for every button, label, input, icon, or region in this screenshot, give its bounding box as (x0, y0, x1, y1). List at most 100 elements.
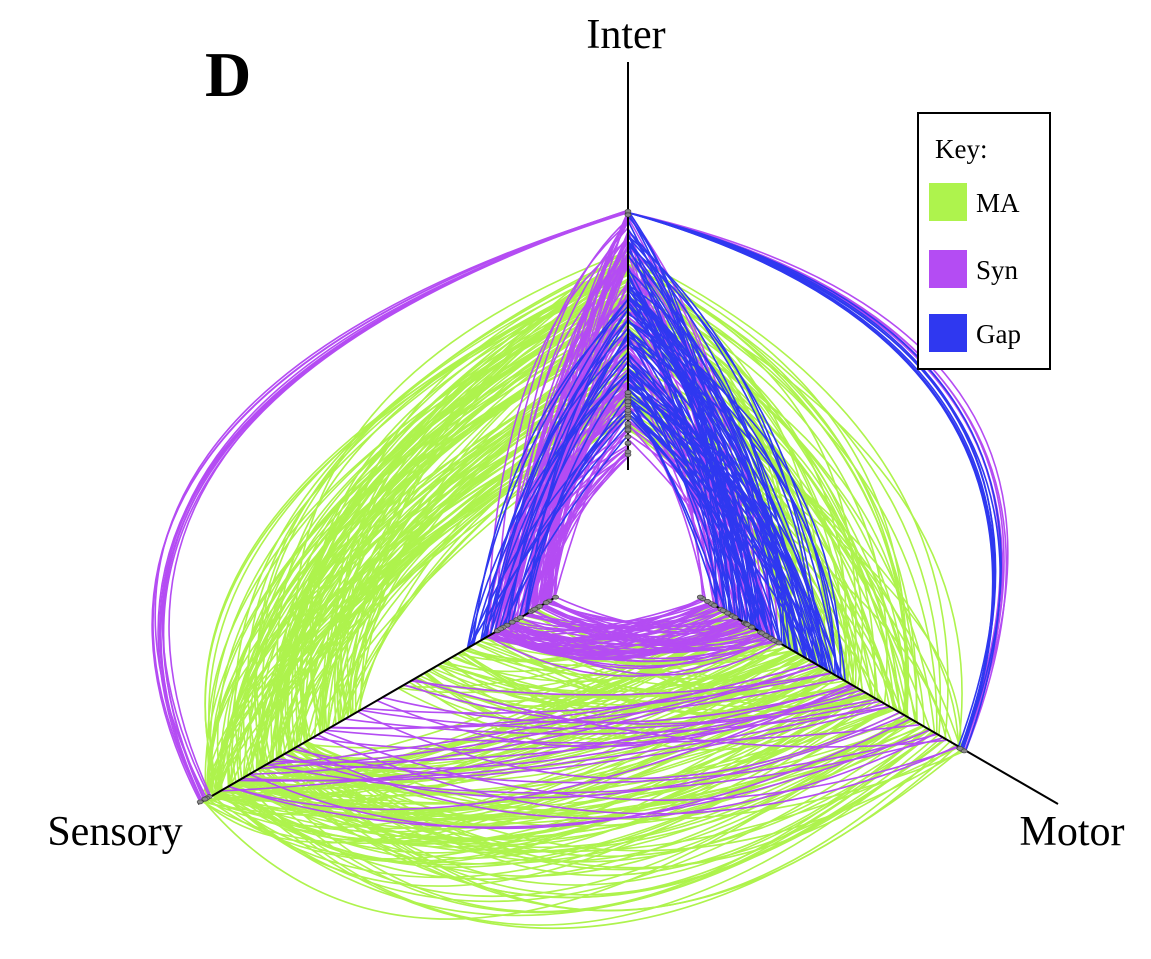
edge (316, 733, 957, 815)
node-marker (624, 449, 632, 455)
edge (359, 698, 877, 730)
edge (329, 678, 841, 730)
edge (403, 684, 866, 725)
edge (489, 334, 629, 636)
node-marker (531, 606, 539, 612)
node-marker (696, 594, 704, 600)
node-marker (508, 619, 516, 625)
edge (475, 642, 836, 695)
edge (627, 381, 844, 681)
edge (410, 672, 831, 696)
edge (279, 280, 629, 754)
edge (311, 689, 861, 751)
edge (627, 211, 1002, 750)
edge (518, 327, 629, 619)
legend-label-syn: Syn (976, 255, 1019, 285)
edge (232, 697, 874, 797)
edge (504, 625, 779, 676)
edge (509, 377, 629, 624)
edge (204, 297, 629, 799)
node-marker (724, 610, 731, 616)
edge (302, 688, 860, 846)
edge (627, 211, 1002, 752)
edge (504, 608, 721, 642)
edge (627, 415, 818, 666)
edge (287, 389, 629, 752)
edge (627, 327, 782, 645)
node-marker (624, 390, 632, 395)
edge (468, 412, 629, 648)
legend-label-gap: Gap (976, 319, 1021, 349)
edge (259, 691, 864, 841)
edge (627, 341, 836, 676)
edge (322, 730, 959, 802)
edge (266, 672, 831, 820)
node-marker (719, 608, 727, 613)
node-marker (703, 598, 711, 604)
node-marker (624, 407, 632, 413)
node-markers (196, 209, 968, 805)
edge (627, 305, 796, 653)
edge (243, 308, 629, 777)
edge (627, 244, 839, 678)
node-marker (762, 633, 770, 638)
node-marker (624, 420, 632, 426)
edge (627, 340, 753, 628)
node-marker (624, 440, 632, 446)
edge (500, 617, 737, 658)
edge (627, 335, 760, 632)
edge (627, 244, 763, 634)
edge (627, 211, 995, 751)
edge (237, 703, 885, 782)
edge (474, 642, 869, 717)
edge (215, 388, 629, 793)
edge (627, 235, 824, 669)
node-marker (196, 799, 204, 805)
axis-label-sensory: Sensory (47, 809, 182, 855)
edge (240, 712, 900, 817)
edge (218, 725, 922, 903)
edge (280, 745, 958, 912)
edge (627, 229, 840, 679)
edge (468, 423, 629, 648)
node-marker (497, 626, 505, 632)
edge (627, 321, 753, 627)
edge (627, 287, 811, 662)
edge (344, 706, 890, 735)
node-marker (711, 603, 718, 608)
edge (480, 327, 629, 641)
legend-swatch-ma (929, 183, 967, 221)
edge (627, 384, 829, 672)
edge (254, 254, 629, 767)
node-marker (960, 748, 968, 754)
edge (627, 211, 1009, 751)
node-marker (775, 640, 783, 646)
axis-label-inter: Inter (586, 12, 665, 58)
edge (259, 719, 912, 877)
edge (227, 399, 629, 785)
edge (550, 263, 629, 600)
node-marker (770, 637, 778, 643)
edge (249, 310, 629, 772)
edge (258, 665, 819, 770)
legend-title: Key: (935, 134, 987, 164)
edge (627, 358, 783, 645)
edge (627, 359, 782, 644)
node-marker (542, 600, 550, 606)
edge (211, 705, 888, 879)
edges-gap (466, 210, 1002, 752)
edge (627, 264, 942, 737)
node-marker (516, 615, 524, 620)
node-marker (624, 212, 632, 218)
edge (627, 376, 770, 638)
edge (497, 256, 629, 631)
edge (309, 280, 629, 732)
edge (216, 283, 629, 790)
edge (627, 280, 963, 748)
edge (257, 297, 629, 769)
edges-ma (200, 248, 965, 930)
edge (305, 740, 956, 869)
edge (627, 210, 744, 623)
edge (491, 632, 823, 714)
node-marker (552, 594, 559, 600)
